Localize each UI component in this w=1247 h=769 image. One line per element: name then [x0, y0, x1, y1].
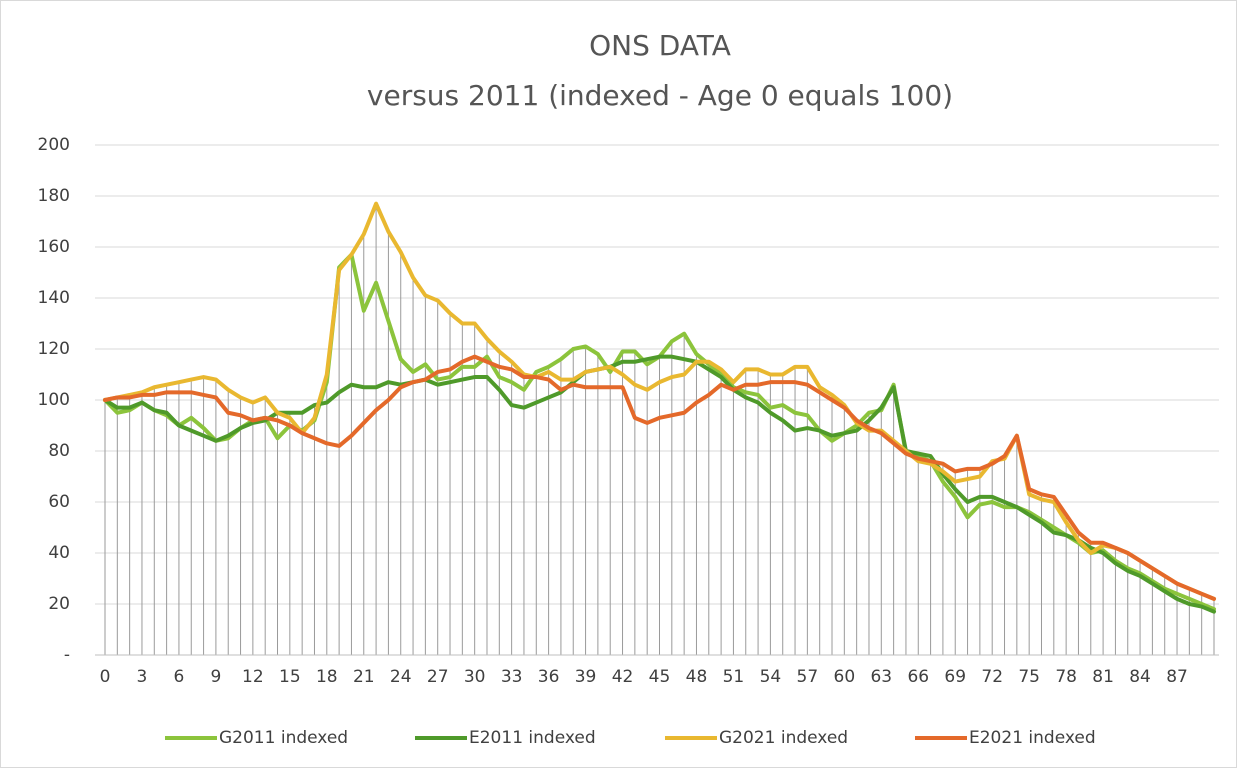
x-tick-label: 81 — [1092, 667, 1114, 687]
series-line — [103, 201, 1216, 601]
x-tick-label: 12 — [242, 667, 264, 687]
series-line — [103, 354, 1216, 601]
x-tick-label: 54 — [760, 667, 782, 687]
y-tick-label: 20 — [48, 594, 70, 614]
x-tick-label: 60 — [834, 667, 856, 687]
x-tick-label: 30 — [464, 667, 486, 687]
x-tick-label: 75 — [1018, 667, 1040, 687]
series-line — [103, 354, 1216, 614]
x-tick-label: 27 — [427, 667, 449, 687]
x-tick-label: 24 — [390, 667, 412, 687]
legend-label: G2011 indexed — [219, 728, 348, 748]
y-tick-label: 120 — [38, 339, 70, 359]
y-tick-label: 200 — [38, 135, 70, 155]
x-tick-label: 66 — [907, 667, 929, 687]
chart-title: ONS DATA — [589, 29, 731, 62]
x-tick-label: 6 — [174, 667, 185, 687]
y-tick-label: 160 — [38, 237, 70, 257]
y-tick-label: - — [64, 645, 70, 665]
legend-label: E2011 indexed — [469, 728, 596, 748]
y-tick-label: 80 — [48, 441, 70, 461]
x-tick-label: 15 — [279, 667, 301, 687]
x-tick-label: 0 — [100, 667, 111, 687]
y-tick-label: 100 — [38, 390, 70, 410]
legend-label: E2021 indexed — [969, 728, 1096, 748]
x-tick-label: 42 — [612, 667, 634, 687]
x-tick-label: 87 — [1166, 667, 1188, 687]
legend-label: G2021 indexed — [719, 728, 848, 748]
y-tick-label: 180 — [38, 186, 70, 206]
x-tick-label: 69 — [944, 667, 966, 687]
x-tick-label: 78 — [1055, 667, 1077, 687]
y-tick-label: 60 — [48, 492, 70, 512]
x-tick-label: 18 — [316, 667, 338, 687]
x-tick-label: 45 — [649, 667, 671, 687]
x-tick-label: 9 — [210, 667, 221, 687]
y-tick-label: 140 — [38, 288, 70, 308]
x-tick-label: 36 — [538, 667, 560, 687]
y-tick-label: 40 — [48, 543, 70, 563]
x-tick-label: 51 — [723, 667, 745, 687]
chart-subtitle: versus 2011 (indexed - Age 0 equals 100) — [367, 79, 953, 112]
x-tick-label: 39 — [575, 667, 597, 687]
x-tick-label: 63 — [870, 667, 892, 687]
x-tick-label: 57 — [797, 667, 819, 687]
x-tick-label: 33 — [501, 667, 523, 687]
x-tick-label: 84 — [1129, 667, 1151, 687]
x-tick-label: 3 — [137, 667, 148, 687]
x-tick-label: 72 — [981, 667, 1003, 687]
x-tick-label: 48 — [686, 667, 708, 687]
x-tick-label: 21 — [353, 667, 375, 687]
